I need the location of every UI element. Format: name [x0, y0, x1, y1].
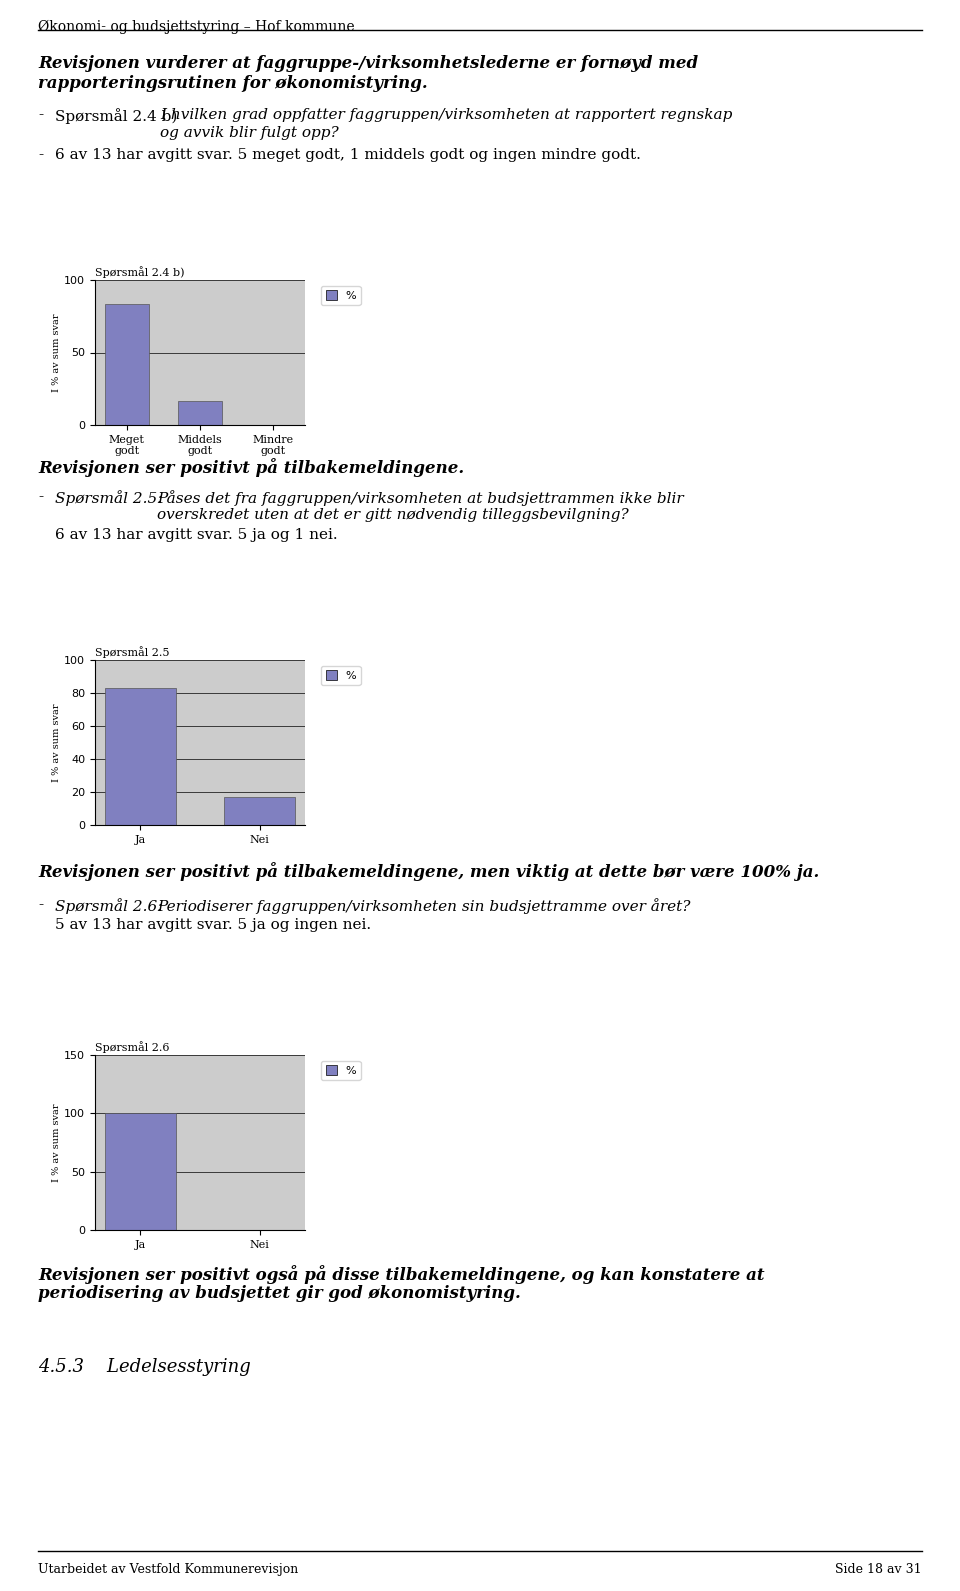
Text: rapporteringsrutinen for økonomistyring.: rapporteringsrutinen for økonomistyring. — [38, 75, 427, 92]
Text: Side 18 av 31: Side 18 av 31 — [835, 1562, 922, 1577]
Text: Revisjonen ser positivt på tilbakemeldingene, men viktig at dette bør være 100% : Revisjonen ser positivt på tilbakemeldin… — [38, 862, 819, 881]
Text: 4.5.3    Ledelsesstyring: 4.5.3 Ledelsesstyring — [38, 1359, 251, 1376]
Y-axis label: I % av sum svar: I % av sum svar — [53, 313, 61, 391]
Bar — [178, 401, 222, 425]
Text: Revisjonen vurderer at faggruppe-/virksomhetslederne er fornøyd med: Revisjonen vurderer at faggruppe-/virkso… — [38, 56, 698, 72]
Y-axis label: I % av sum svar: I % av sum svar — [53, 1103, 61, 1182]
Legend: %: % — [321, 665, 361, 686]
Bar — [105, 1114, 176, 1230]
Text: Spørsmål 2.4 b): Spørsmål 2.4 b) — [55, 108, 178, 124]
Text: Revisjonen ser positivt på tilbakemeldingene.: Revisjonen ser positivt på tilbakemeldin… — [38, 458, 464, 477]
Text: Påses det fra faggruppen/virksomheten at budsjettrammen ikke blir: Påses det fra faggruppen/virksomheten at… — [157, 490, 684, 506]
Text: Spørsmål 2.4 b): Spørsmål 2.4 b) — [95, 266, 184, 278]
Legend: %: % — [321, 1061, 361, 1080]
Text: overskredet uten at det er gitt nødvendig tilleggsbevilgning?: overskredet uten at det er gitt nødvendi… — [157, 508, 629, 522]
Text: -: - — [38, 897, 43, 912]
Text: Spørsmål 2.5:: Spørsmål 2.5: — [55, 490, 162, 506]
Bar — [105, 687, 176, 826]
Text: Økonomi- og budsjettstyring – Hof kommune: Økonomi- og budsjettstyring – Hof kommun… — [38, 21, 354, 35]
Legend: %: % — [321, 285, 361, 305]
Text: -: - — [38, 490, 43, 504]
Text: Spørsmål 2.6: Spørsmål 2.6 — [95, 1041, 170, 1053]
Text: 6 av 13 har avgitt svar. 5 meget godt, 1 middels godt og ingen mindre godt.: 6 av 13 har avgitt svar. 5 meget godt, 1… — [55, 148, 641, 162]
Text: 5 av 13 har avgitt svar. 5 ja og ingen nei.: 5 av 13 har avgitt svar. 5 ja og ingen n… — [55, 918, 372, 932]
Text: periodisering av budsjettet gir god økonomistyring.: periodisering av budsjettet gir god økon… — [38, 1286, 520, 1301]
Bar — [224, 797, 296, 826]
Text: -: - — [38, 148, 43, 162]
Text: Spørsmål 2.5: Spørsmål 2.5 — [95, 646, 170, 657]
Text: Revisjonen ser positivt også på disse tilbakemeldingene, og kan konstatere at: Revisjonen ser positivt også på disse ti… — [38, 1265, 764, 1284]
Bar — [105, 304, 149, 425]
Text: Utarbeidet av Vestfold Kommunerevisjon: Utarbeidet av Vestfold Kommunerevisjon — [38, 1562, 299, 1577]
Text: Periodiserer faggruppen/virksomheten sin budsjettramme over året?: Periodiserer faggruppen/virksomheten sin… — [157, 897, 690, 913]
Y-axis label: I % av sum svar: I % av sum svar — [53, 703, 61, 781]
Text: Spørsmål 2.6:: Spørsmål 2.6: — [55, 897, 162, 913]
Text: -: - — [38, 108, 43, 123]
Text: I hvilken grad oppfatter faggruppen/virksomheten at rapportert regnskap: I hvilken grad oppfatter faggruppen/virk… — [160, 108, 732, 123]
Text: 6 av 13 har avgitt svar. 5 ja og 1 nei.: 6 av 13 har avgitt svar. 5 ja og 1 nei. — [55, 528, 338, 543]
Text: og avvik blir fulgt opp?: og avvik blir fulgt opp? — [160, 126, 339, 140]
